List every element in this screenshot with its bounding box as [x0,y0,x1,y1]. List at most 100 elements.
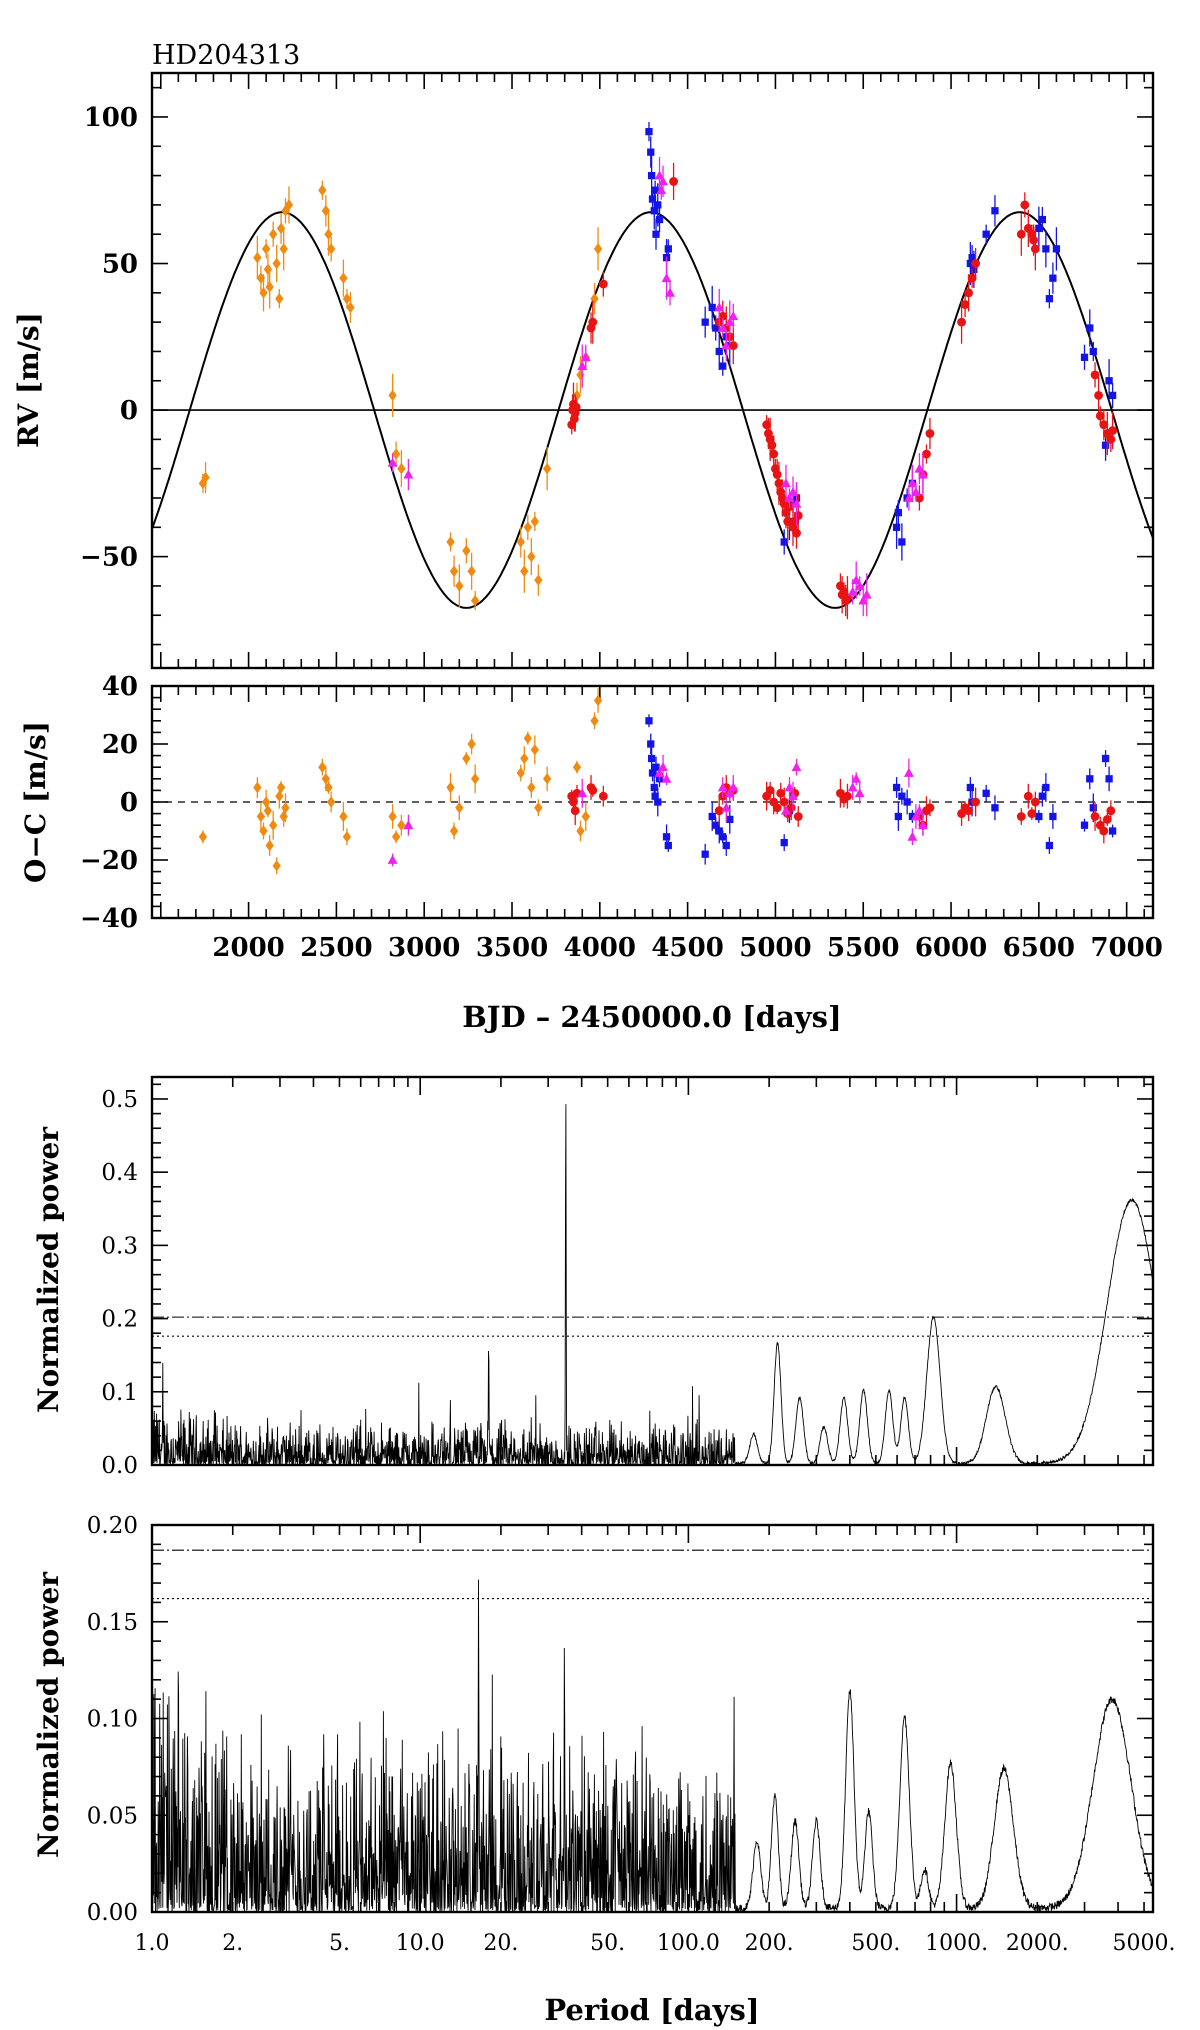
y-tick-label: 0.4 [101,1160,138,1186]
data-point [276,781,286,794]
data-point [781,478,791,488]
data-point [654,798,662,806]
x-tick-label: 500. [851,1931,900,1956]
data-point [275,790,284,802]
data-point [779,797,789,807]
data-point [714,806,724,816]
data-point [520,752,529,765]
y-tick-label: −40 [80,904,138,934]
y-tick-label: 0 [120,788,138,818]
data-point [342,292,352,305]
periodogram1-panel: Normalized power 0.0 0.1 0.2 0.3 0.4 0.5 [32,1075,1155,1479]
data-point [719,833,727,841]
data-point [1094,390,1103,400]
data-point [854,788,865,798]
series-set1 [198,180,603,611]
data-point [1105,775,1113,783]
data-point [1099,420,1109,430]
data-point [275,292,284,305]
data-point [201,471,210,484]
data-point [922,449,931,459]
data-point [1049,274,1057,282]
data-point [1029,235,1039,245]
data-point [1042,245,1050,253]
data-point [198,831,208,843]
periodogram1-ylabel: Normalized power [32,1126,65,1413]
data-point [542,773,552,785]
x-tick-label: 50. [590,1931,625,1956]
data-point [403,469,414,479]
data-point [892,783,901,792]
data-point [590,715,599,727]
data-point [259,287,268,299]
data-point [843,791,852,801]
data-point [717,322,728,332]
data-point [397,462,406,475]
data-point [269,819,278,831]
data-point [907,831,918,841]
series-set1 [198,688,603,875]
data-point [259,825,268,837]
periodogram2-ylabel: Normalized power [32,1571,65,1858]
data-point [982,230,990,238]
data-point [991,207,999,215]
data-point [588,785,598,795]
data-point [577,360,588,371]
data-point [650,207,658,215]
data-point [281,205,290,217]
data-point [467,565,476,577]
y-tick-label: −50 [80,543,138,573]
data-point [1016,229,1026,239]
data-point [791,498,802,508]
data-point [598,279,608,289]
data-point [656,185,667,195]
y-tick-label: 0.15 [87,1610,138,1636]
data-point [701,850,709,858]
x-tick-label: 3500 [476,933,548,963]
data-point [966,783,975,792]
x-tick-label: 7000 [1090,933,1162,963]
data-point [788,791,798,801]
x-tick-label: 5. [329,1931,350,1956]
data-point [647,171,656,180]
data-point [530,744,539,756]
data-point [326,796,336,808]
data-point [647,148,655,156]
data-point [662,833,671,841]
data-point [851,574,862,584]
data-point [198,477,208,490]
x-tick-label: 3000 [388,933,460,963]
data-point [651,792,659,800]
data-point [279,243,288,255]
data-point [968,254,976,262]
data-point [1089,804,1097,812]
data-point [925,429,935,438]
data-point [957,317,967,327]
y-tick-label: 40 [102,672,138,702]
data-point [446,536,455,548]
data-point [661,773,672,783]
y-tick-label: 0.10 [87,1707,138,1733]
data-point [861,589,872,599]
data-point [598,791,608,801]
data-point [648,195,657,203]
data-point [1030,244,1040,254]
data-point [1105,377,1113,385]
data-point [279,810,288,823]
x-tick-label: 6500 [1003,933,1075,963]
series-set3 [567,162,1118,620]
y-tick-label: 100 [84,103,138,133]
data-point [665,287,676,297]
data-point [1035,224,1043,232]
y-tick-label: 0.3 [101,1233,138,1259]
data-point [1108,391,1117,400]
x-tick-label: 5000 [739,933,811,963]
data-point [263,263,273,276]
data-point [898,538,906,546]
data-point [580,352,591,362]
data-point [726,815,734,824]
data-point [907,478,918,488]
data-point [542,462,552,475]
data-point [577,788,588,798]
x-tick-label: 2000 [212,933,284,963]
